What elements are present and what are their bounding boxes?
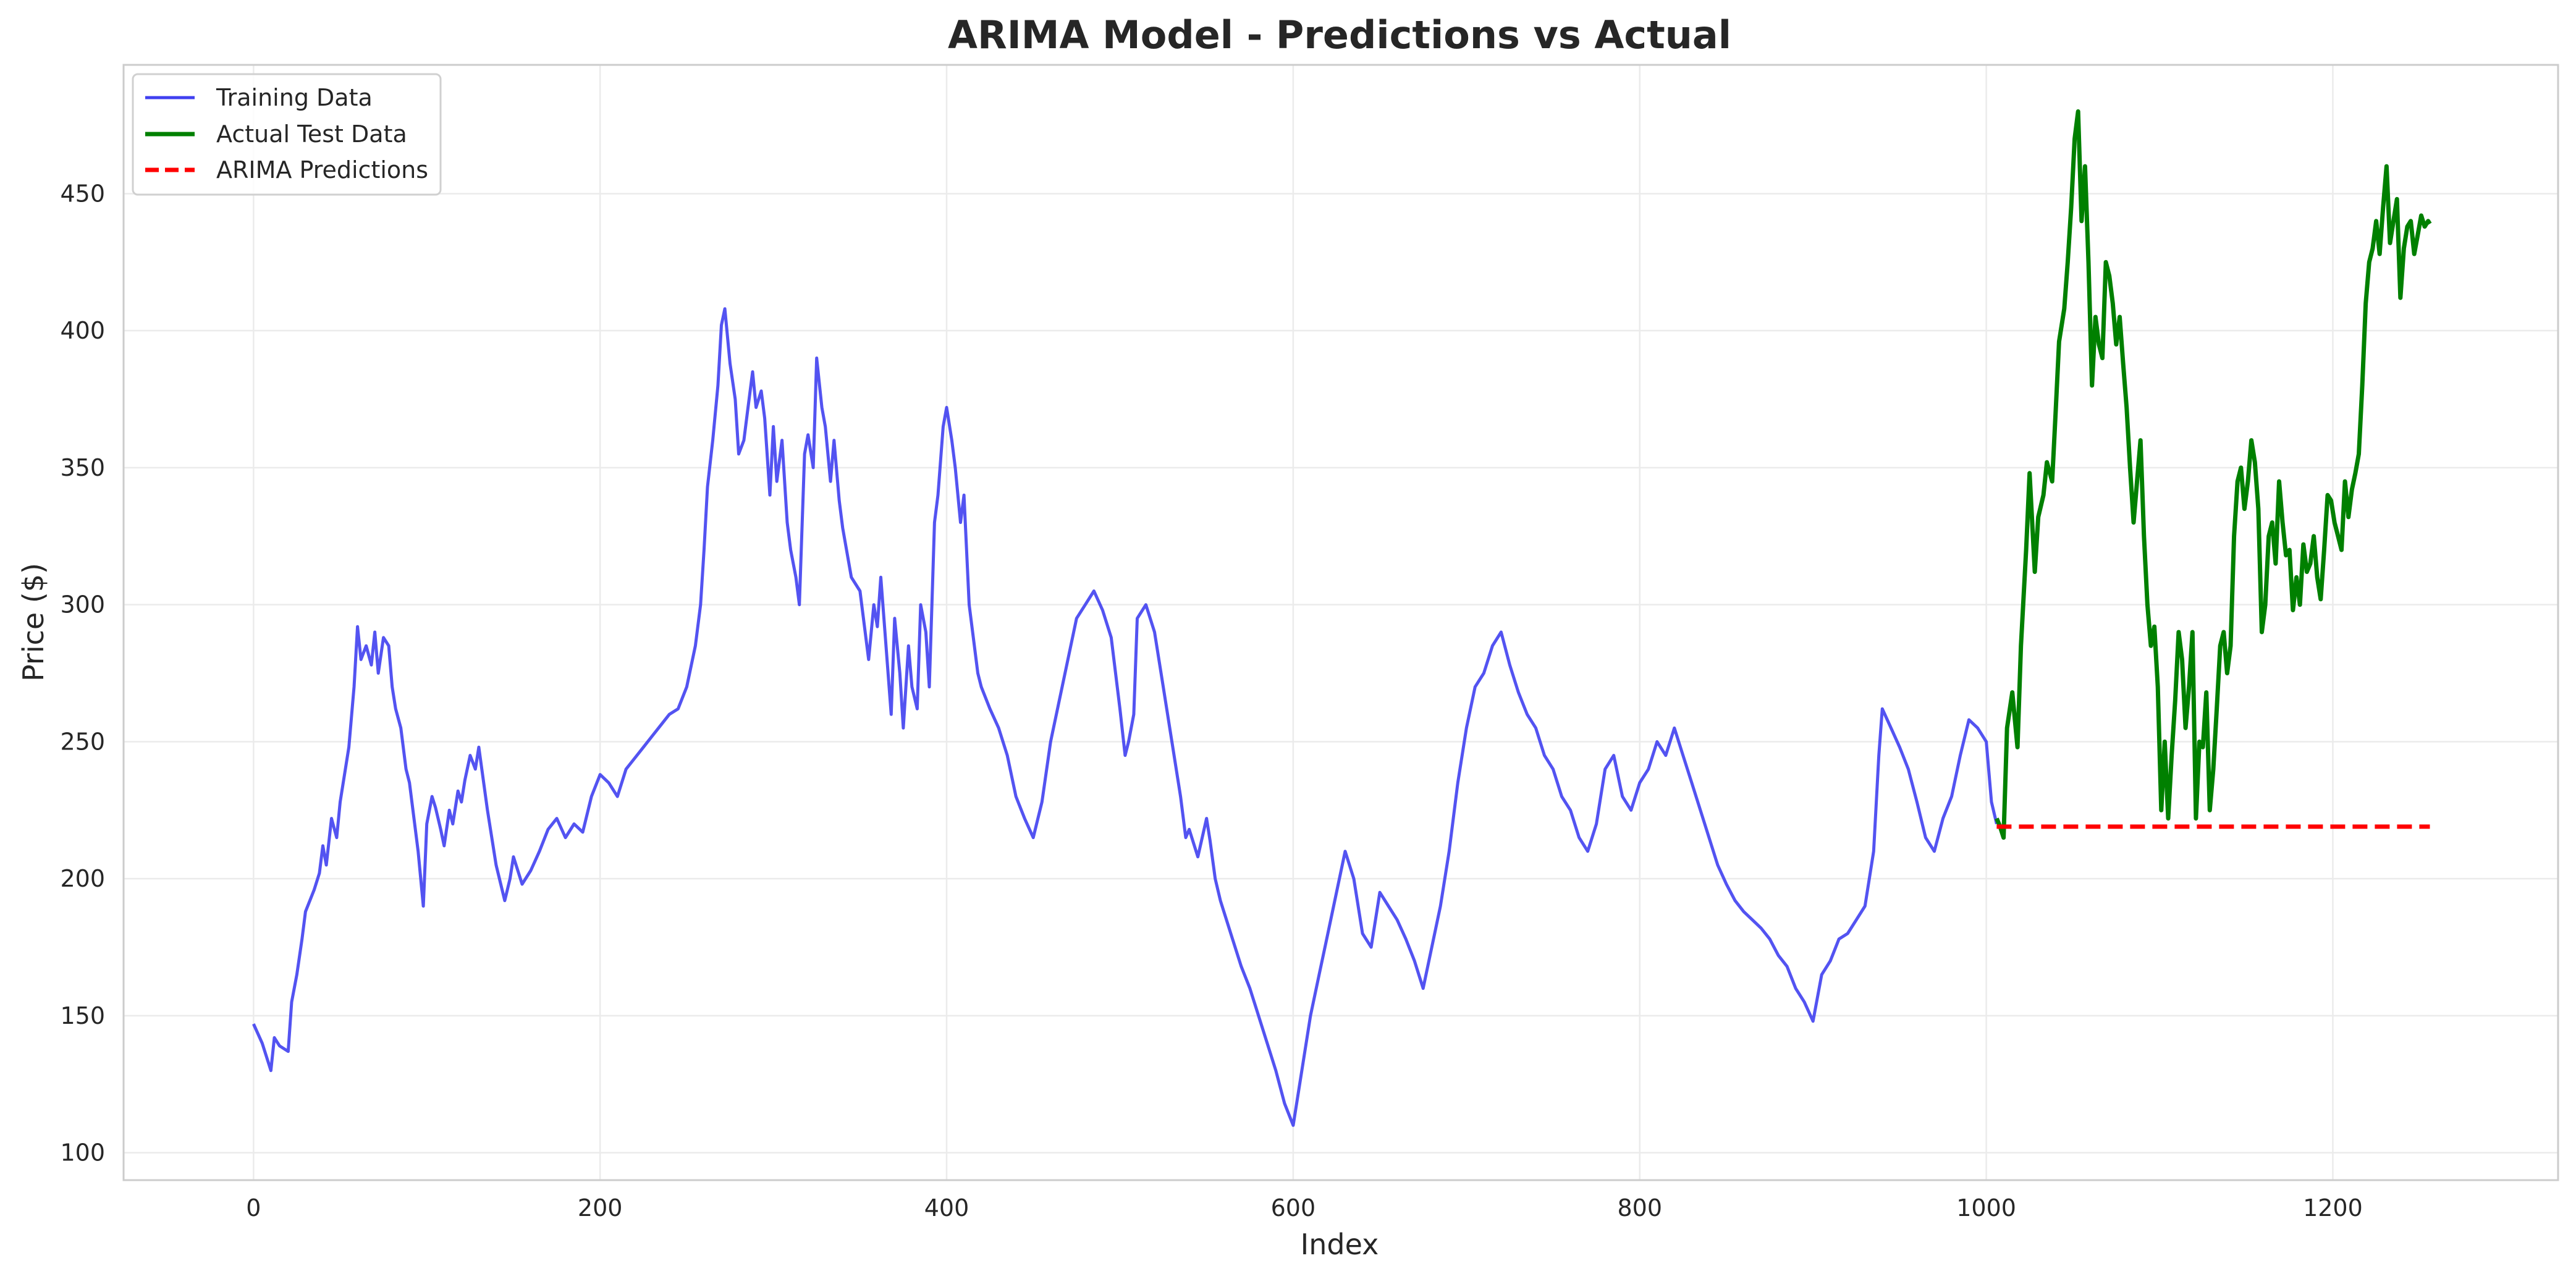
x-tick-label: 800 [1617, 1194, 1662, 1222]
y-tick-label: 100 [60, 1139, 105, 1167]
series-line-training [252, 307, 1998, 1127]
legend-label-training: Training Data [216, 84, 373, 111]
legend-label-actual: Actual Test Data [216, 120, 407, 148]
y-tick-label: 200 [60, 865, 105, 892]
legend: Training Data Actual Test Data ARIMA Pre… [132, 73, 442, 196]
plot-area-frame [122, 64, 2559, 1181]
x-tick-label: 1200 [2303, 1194, 2363, 1222]
x-axis-ticks: 0 200 400 600 800 1000 1200 [246, 1194, 2363, 1222]
x-tick-label: 1000 [1956, 1194, 2016, 1222]
legend-box [132, 73, 442, 196]
x-tick-label: 0 [246, 1194, 261, 1222]
x-axis-label: Index [1301, 1228, 1379, 1261]
x-tick-label: 400 [924, 1194, 969, 1222]
y-tick-label: 350 [60, 454, 105, 481]
y-axis-label: Price ($) [17, 563, 50, 682]
y-tick-label: 450 [60, 180, 105, 207]
y-tick-label: 250 [60, 728, 105, 755]
chart-title: ARIMA Model - Predictions vs Actual [948, 12, 1731, 57]
y-tick-label: 300 [60, 591, 105, 618]
x-tick-label: 200 [578, 1194, 623, 1222]
y-axis-ticks: 100 150 200 250 300 350 400 450 [60, 180, 105, 1166]
series-layer [252, 109, 2432, 1127]
y-tick-label: 400 [60, 317, 105, 344]
grid-lines [124, 65, 2558, 1180]
series-line-actual [1995, 109, 2432, 840]
legend-label-arima: ARIMA Predictions [216, 156, 428, 184]
x-tick-label: 600 [1271, 1194, 1316, 1222]
y-tick-label: 150 [60, 1002, 105, 1029]
